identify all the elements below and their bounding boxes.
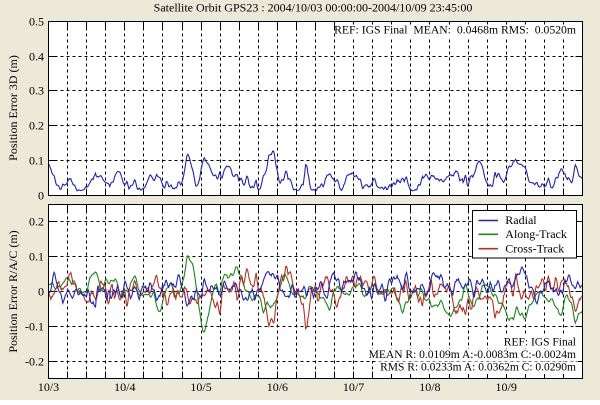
svg-text:Position Error 3D (m): Position Error 3D (m) [6, 55, 20, 161]
svg-text:REF: IGS Final: REF: IGS Final [504, 336, 576, 348]
svg-text:0.2: 0.2 [29, 119, 44, 133]
svg-text:Radial: Radial [505, 213, 537, 227]
svg-text:-0.1: -0.1 [25, 320, 44, 334]
svg-text:RMS R: 0.0233m A: 0.0362m C: 0: RMS R: 0.0233m A: 0.0362m C: 0.0290m [380, 362, 576, 374]
svg-text:10/9: 10/9 [496, 380, 517, 394]
svg-text:0: 0 [38, 189, 44, 203]
svg-text:0.4: 0.4 [29, 50, 44, 64]
svg-text:MEAN R: 0.0109m A:-0.0083m C:-: MEAN R: 0.0109m A:-0.0083m C:-0.0024m [369, 349, 576, 361]
svg-text:-0.2: -0.2 [25, 355, 44, 369]
svg-text:0.2: 0.2 [29, 215, 44, 229]
svg-text:10/6: 10/6 [267, 380, 288, 394]
svg-text:Position Error R/A/C (m): Position Error R/A/C (m) [6, 230, 20, 352]
svg-text:0.5: 0.5 [29, 15, 44, 29]
svg-text:10/8: 10/8 [419, 380, 440, 394]
svg-text:REF: IGS Final MEAN: 0.0468m: REF: IGS Final MEAN: 0.0468m RMS: 0.0520… [334, 24, 576, 37]
svg-text:0.1: 0.1 [29, 250, 44, 264]
svg-text:Cross-Track: Cross-Track [505, 241, 564, 255]
svg-text:Along-Track: Along-Track [505, 227, 567, 241]
svg-text:0.3: 0.3 [29, 84, 44, 98]
svg-text:Satellite Orbit GPS23 : 2004/1: Satellite Orbit GPS23 : 2004/10/03 00:00… [154, 1, 473, 15]
svg-text:10/5: 10/5 [190, 380, 211, 394]
svg-text:0.1: 0.1 [29, 154, 44, 168]
svg-text:10/3: 10/3 [38, 380, 59, 394]
svg-text:10/4: 10/4 [114, 380, 135, 394]
svg-text:0: 0 [38, 285, 44, 299]
svg-text:10/7: 10/7 [343, 380, 364, 394]
